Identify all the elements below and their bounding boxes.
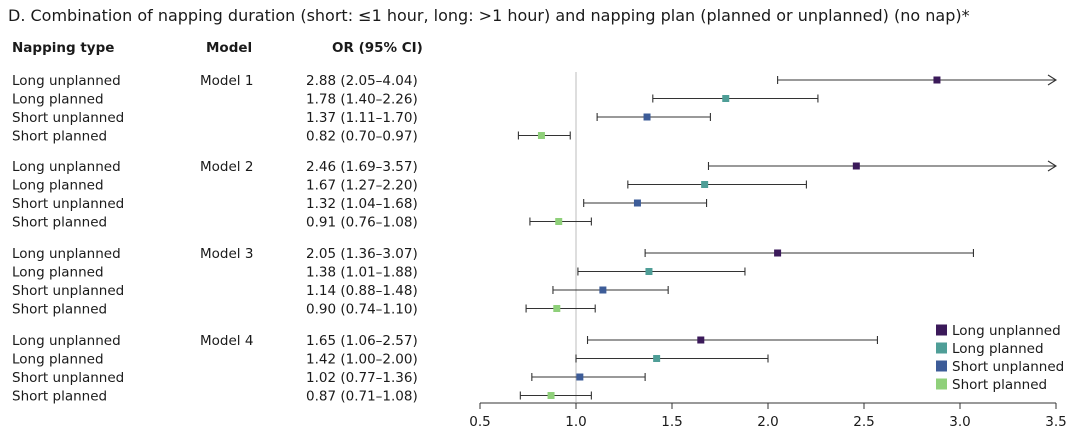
point-short-planned — [537, 132, 545, 139]
row-napping-type: Long unplanned — [12, 333, 121, 349]
row-or-text: 2.88 (2.05–4.04) — [306, 73, 418, 89]
x-tick-label: 2.5 — [853, 414, 874, 430]
point-long-unplanned — [774, 249, 782, 257]
row-napping-type: Short unplanned — [12, 370, 124, 386]
row-or-text: 0.90 (0.74–1.10) — [306, 302, 418, 318]
legend-swatch-long-planned — [936, 342, 947, 354]
x-tick-label: 3.0 — [949, 414, 970, 430]
row-or-text: 0.87 (0.71–1.08) — [306, 389, 418, 405]
legend-swatch-long-unplanned — [936, 324, 947, 336]
row-or-text: 1.38 (1.01–1.88) — [306, 265, 418, 281]
point-long-unplanned — [933, 76, 941, 84]
row-or-text: 1.42 (1.00–2.00) — [306, 352, 418, 368]
row-napping-type: Short unplanned — [12, 196, 124, 212]
legend-label-long-planned: Long planned — [952, 341, 1044, 357]
point-long-planned — [722, 95, 730, 102]
point-long-planned — [701, 181, 709, 188]
row-napping-type: Long unplanned — [12, 73, 121, 89]
row-napping-type: Short planned — [12, 302, 107, 318]
point-long-unplanned — [697, 336, 705, 344]
col-header-or: OR (95% CI) — [332, 40, 423, 56]
point-short-unplanned — [576, 373, 584, 381]
row-napping-type: Short unplanned — [12, 110, 124, 126]
row-or-text: 0.82 (0.70–0.97) — [306, 129, 418, 145]
row-napping-type: Long planned — [12, 92, 104, 108]
point-short-unplanned — [633, 199, 641, 207]
row-or-text: 1.32 (1.04–1.68) — [306, 196, 418, 212]
row-or-text: 1.14 (0.88–1.48) — [306, 283, 418, 299]
ci-arrow-high — [1047, 74, 1058, 86]
row-or-text: 1.65 (1.06–2.57) — [306, 333, 418, 349]
row-or-text: 1.37 (1.11–1.70) — [306, 110, 418, 126]
row-napping-type: Long unplanned — [12, 159, 121, 175]
point-short-unplanned — [599, 286, 607, 294]
x-tick-label: 1.5 — [661, 414, 682, 430]
legend-label-long-unplanned: Long unplanned — [952, 323, 1061, 339]
row-napping-type: Short planned — [12, 389, 107, 405]
col-header-model: Model — [206, 40, 253, 56]
row-napping-type: Long planned — [12, 265, 104, 281]
legend-swatch-short-planned — [936, 378, 947, 390]
row-napping-type: Long unplanned — [12, 246, 121, 262]
point-short-unplanned — [643, 113, 651, 121]
col-header-napping-type: Napping type — [12, 40, 115, 56]
point-short-planned — [553, 305, 561, 312]
x-tick-label: 2.0 — [757, 414, 778, 430]
point-long-planned — [653, 355, 661, 362]
row-or-text: 0.91 (0.76–1.08) — [306, 215, 418, 231]
point-short-planned — [555, 218, 563, 225]
x-tick-label: 1.0 — [565, 414, 586, 430]
row-napping-type: Long planned — [12, 178, 104, 194]
row-napping-type: Long planned — [12, 352, 104, 368]
row-napping-type: Short planned — [12, 215, 107, 231]
legend-label-short-unplanned: Short unplanned — [952, 359, 1064, 375]
row-or-text: 2.46 (1.69–3.57) — [306, 159, 418, 175]
row-or-text: 1.02 (0.77–1.36) — [306, 370, 418, 386]
row-model-label: Model 4 — [200, 333, 253, 349]
row-model-label: Model 1 — [200, 73, 253, 89]
x-tick-label: 0.5 — [469, 414, 490, 430]
row-or-text: 1.78 (1.40–2.26) — [306, 92, 418, 108]
legend-swatch-short-unplanned — [936, 360, 947, 372]
point-long-unplanned — [852, 162, 860, 170]
row-or-text: 1.67 (1.27–2.20) — [306, 178, 418, 194]
point-short-planned — [547, 392, 555, 399]
row-napping-type: Short planned — [12, 129, 107, 145]
x-tick-label: 3.5 — [1045, 414, 1066, 430]
row-model-label: Model 2 — [200, 159, 253, 175]
row-or-text: 2.05 (1.36–3.07) — [306, 246, 418, 262]
point-long-planned — [645, 268, 653, 275]
chart-title: D. Combination of napping duration (shor… — [8, 6, 970, 25]
legend-label-short-planned: Short planned — [952, 377, 1047, 393]
row-model-label: Model 3 — [200, 246, 253, 262]
ci-arrow-high — [1047, 160, 1058, 172]
row-napping-type: Short unplanned — [12, 283, 124, 299]
